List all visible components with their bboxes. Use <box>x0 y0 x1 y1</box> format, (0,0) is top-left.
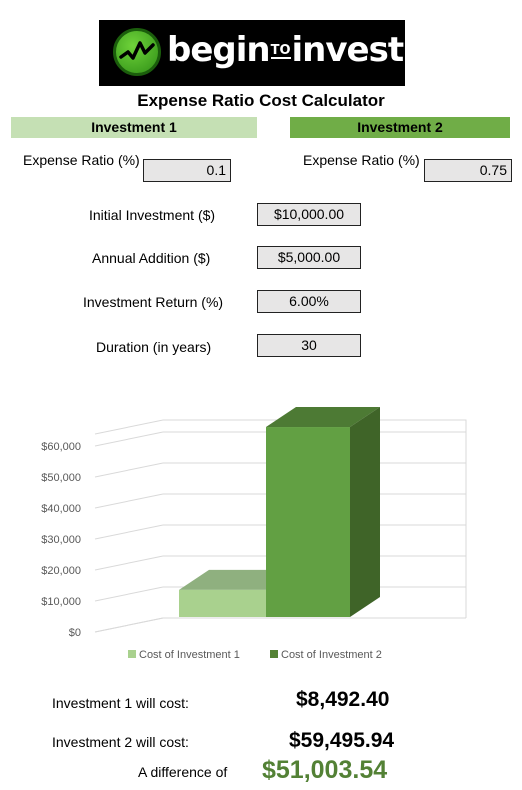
investment-1-cost-value: $8,492.40 <box>296 688 390 711</box>
logo-to: TO <box>270 43 291 59</box>
annual-addition-label: Annual Addition ($) <box>92 250 211 266</box>
bar-side-2 <box>350 407 380 617</box>
logo-wordmark: beginTOinvest <box>167 30 405 70</box>
duration-label: Duration (in years) <box>96 339 212 355</box>
expense-ratio-1-field[interactable]: 0.1 <box>143 159 231 182</box>
chart-y-axis: $0 $10,000 $20,000 $30,000 $40,000 $50,000 $60… <box>41 441 81 639</box>
y-tick-label: $30,000 <box>41 534 81 546</box>
investment-1-header: Investment 1 <box>11 117 257 138</box>
gridline-side <box>94 462 164 478</box>
y-tick-label: $20,000 <box>41 565 81 577</box>
bar-top-2 <box>266 407 380 428</box>
investment-2-header: Investment 2 <box>290 117 510 138</box>
difference-label: A difference of <box>138 764 228 780</box>
chart-trend-icon <box>113 28 161 76</box>
annual-addition-field[interactable]: $5,000.00 <box>257 246 361 269</box>
expense-ratio-1-label: Expense Ratio (%) <box>23 152 140 168</box>
legend-label: Cost of Investment 2 <box>281 649 382 661</box>
investment-1-cost-label: Investment 1 will cost: <box>52 695 189 711</box>
y-tick-label: $40,000 <box>41 503 81 515</box>
gridline-side <box>94 524 164 540</box>
y-tick-label: $0 <box>69 627 81 639</box>
chart-legend: Cost of Investment 1 Cost of Investment 2 <box>128 649 382 661</box>
logo-begin: begin <box>167 30 271 70</box>
y-tick-label: $50,000 <box>41 472 81 484</box>
legend-swatch <box>270 650 278 658</box>
cost-chart: $0 $10,000 $20,000 $30,000 $40,000 $50,000 $60… <box>41 407 467 661</box>
investment-return-label: Investment Return (%) <box>83 294 224 310</box>
logo: beginTOinvest <box>99 20 405 86</box>
y-tick-label: $10,000 <box>41 596 81 608</box>
gridline-side <box>94 431 164 447</box>
gridline-side <box>94 586 164 602</box>
investment-return-field[interactable]: 6.00% <box>257 290 361 313</box>
expense-ratio-2-field[interactable]: 0.75 <box>424 159 512 182</box>
legend-swatch <box>128 650 136 658</box>
investment-2-cost-label: Investment 2 will cost: <box>52 734 189 750</box>
investment-2-cost-value: $59,495.94 <box>289 729 395 752</box>
gridline-side <box>94 617 164 633</box>
bar-front-2 <box>266 427 350 617</box>
y-tick-label: $60,000 <box>41 441 81 453</box>
duration-field[interactable]: 30 <box>257 334 361 357</box>
initial-investment-label: Initial Investment ($) <box>89 207 216 223</box>
logo-invest: invest <box>291 30 405 70</box>
difference-value: $51,003.54 <box>262 756 388 784</box>
expense-ratio-2-label: Expense Ratio (%) <box>303 152 420 168</box>
initial-investment-field[interactable]: $10,000.00 <box>257 203 361 226</box>
gridline-side <box>94 493 164 509</box>
bar-front-1 <box>179 589 266 617</box>
chart-bars <box>179 407 380 617</box>
gridline-side <box>94 555 164 571</box>
legend-label: Cost of Investment 1 <box>139 649 240 661</box>
page-title: Expense Ratio Cost Calculator <box>137 91 385 110</box>
